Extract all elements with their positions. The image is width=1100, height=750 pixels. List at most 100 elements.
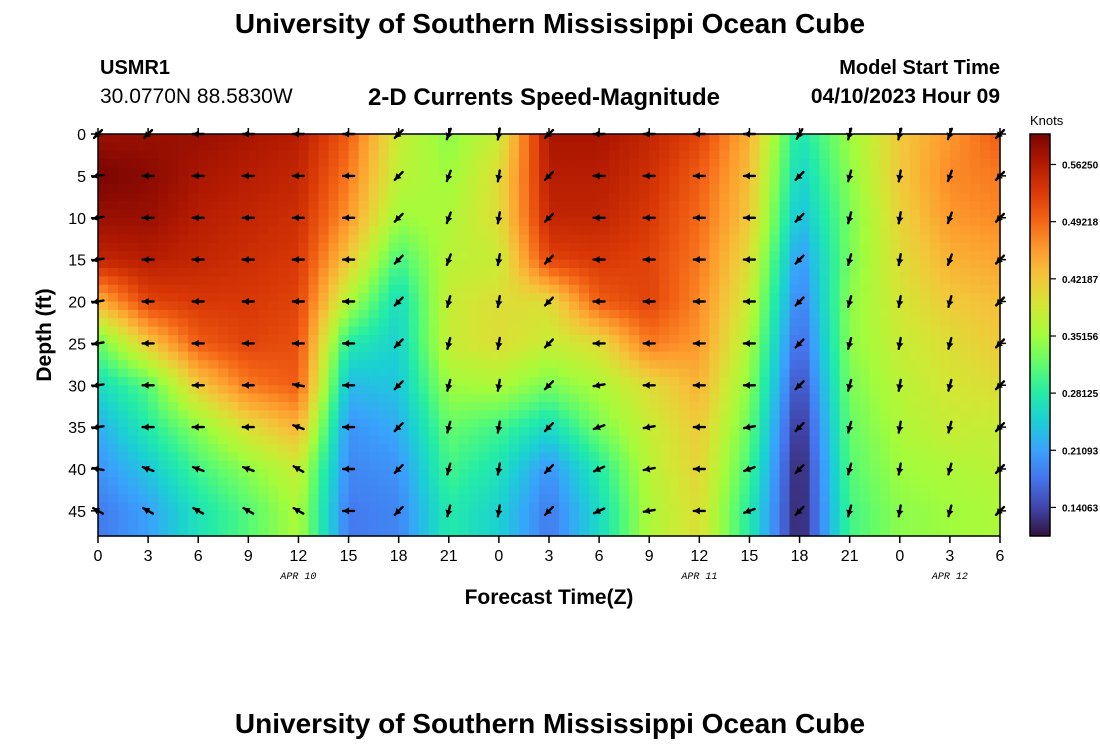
heatmap-cell	[759, 494, 771, 504]
heatmap-cell	[739, 410, 751, 420]
heatmap-cell	[348, 402, 360, 411]
heatmap-cell	[829, 485, 841, 495]
heatmap-cell	[338, 477, 350, 487]
heatmap-cell	[188, 393, 199, 403]
heatmap-cell	[929, 326, 941, 336]
current-arrow	[642, 465, 656, 473]
heatmap-cell	[599, 259, 610, 269]
current-arrow	[946, 295, 954, 308]
heatmap-cell	[589, 167, 600, 177]
heatmap-cell	[799, 502, 811, 512]
heatmap-cell	[498, 452, 510, 462]
heatmap-cell	[669, 175, 680, 185]
heatmap-cell	[939, 343, 951, 353]
heatmap-cell	[619, 326, 630, 336]
heatmap-cell	[358, 326, 370, 336]
heatmap-cell	[789, 284, 801, 294]
heatmap-cell	[819, 427, 831, 437]
heatmap-cell	[148, 293, 159, 303]
arrow-head	[142, 172, 149, 180]
heatmap-cell	[378, 309, 390, 319]
current-arrow	[946, 211, 954, 225]
heatmap-cell	[128, 159, 139, 169]
heatmap-cell	[138, 268, 149, 277]
heatmap-cell	[448, 209, 460, 219]
heatmap-cell	[198, 385, 209, 395]
heatmap-cell	[919, 368, 931, 378]
heatmap-cell	[388, 159, 400, 169]
heatmap-cell	[879, 368, 891, 378]
heatmap-cell	[989, 410, 1001, 420]
heatmap-cell	[789, 201, 801, 210]
heatmap-cell	[849, 360, 861, 370]
heatmap-cell	[589, 452, 600, 462]
heatmap-cell	[178, 142, 189, 152]
arrow-head	[795, 340, 803, 348]
heatmap-cell	[448, 368, 460, 378]
heatmap-cell	[218, 150, 229, 160]
heatmap-cell	[208, 167, 219, 177]
heatmap-cell	[809, 309, 821, 319]
heatmap-cell	[809, 175, 821, 185]
heatmap-cell	[869, 368, 881, 378]
heatmap-cell	[969, 376, 981, 386]
heatmap-cell	[889, 385, 901, 395]
heatmap-cell	[168, 209, 179, 219]
heatmap-cell	[959, 268, 971, 277]
heatmap-cell	[288, 410, 300, 420]
heatmap-cell	[659, 351, 670, 361]
heatmap-cell	[759, 343, 771, 353]
heatmap-cell	[198, 309, 209, 319]
heatmap-cell	[559, 309, 570, 319]
heatmap-cell	[689, 209, 700, 219]
heatmap-cell	[168, 184, 179, 194]
heatmap-cell	[669, 393, 680, 403]
heatmap-cell	[589, 469, 600, 478]
heatmap-cell	[839, 192, 851, 202]
current-arrow	[241, 339, 256, 347]
heatmap-cell	[178, 201, 189, 210]
heatmap-cell	[318, 276, 330, 286]
y-tick-label: 15	[68, 253, 86, 270]
heatmap-cell	[819, 460, 831, 470]
heatmap-cell	[819, 259, 831, 269]
heatmap-cell	[789, 452, 801, 462]
heatmap-cell	[629, 385, 640, 395]
heatmap-cell	[278, 326, 290, 336]
heatmap-cell	[468, 326, 480, 336]
heatmap-cell	[318, 494, 330, 504]
heatmap-cell	[118, 335, 129, 344]
heatmap-cell	[528, 402, 540, 411]
heatmap-cell	[308, 192, 320, 202]
heatmap-cell	[218, 226, 229, 236]
heatmap-cell	[939, 251, 951, 261]
heatmap-cell	[689, 309, 700, 319]
heatmap-cell	[338, 276, 350, 286]
heatmap-cell	[799, 184, 811, 194]
heatmap-cell	[649, 376, 660, 386]
heatmap-cell	[358, 293, 370, 303]
heatmap-cell	[719, 318, 730, 328]
heatmap-cell	[949, 326, 961, 336]
heatmap-cell	[418, 427, 430, 437]
current-arrow	[592, 172, 606, 180]
heatmap-cell	[909, 234, 921, 244]
heatmap-cell	[498, 393, 510, 403]
heatmap-cell	[559, 343, 570, 353]
heatmap-cell	[579, 326, 590, 336]
heatmap-cell	[879, 318, 891, 328]
heatmap-cell	[949, 251, 961, 261]
heatmap-cell	[348, 427, 360, 437]
heatmap-cell	[869, 385, 881, 395]
heatmap-cell	[388, 251, 400, 261]
heatmap-cell	[929, 360, 941, 370]
heatmap-cell	[699, 259, 710, 269]
heatmap-cell	[508, 209, 520, 219]
heatmap-cell	[308, 502, 320, 512]
heatmap-cell	[829, 309, 841, 319]
heatmap-cell	[719, 242, 730, 252]
heatmap-cell	[208, 502, 219, 512]
heatmap-cell	[709, 293, 720, 303]
heatmap-cell	[689, 184, 700, 194]
heatmap-cell	[338, 435, 350, 445]
